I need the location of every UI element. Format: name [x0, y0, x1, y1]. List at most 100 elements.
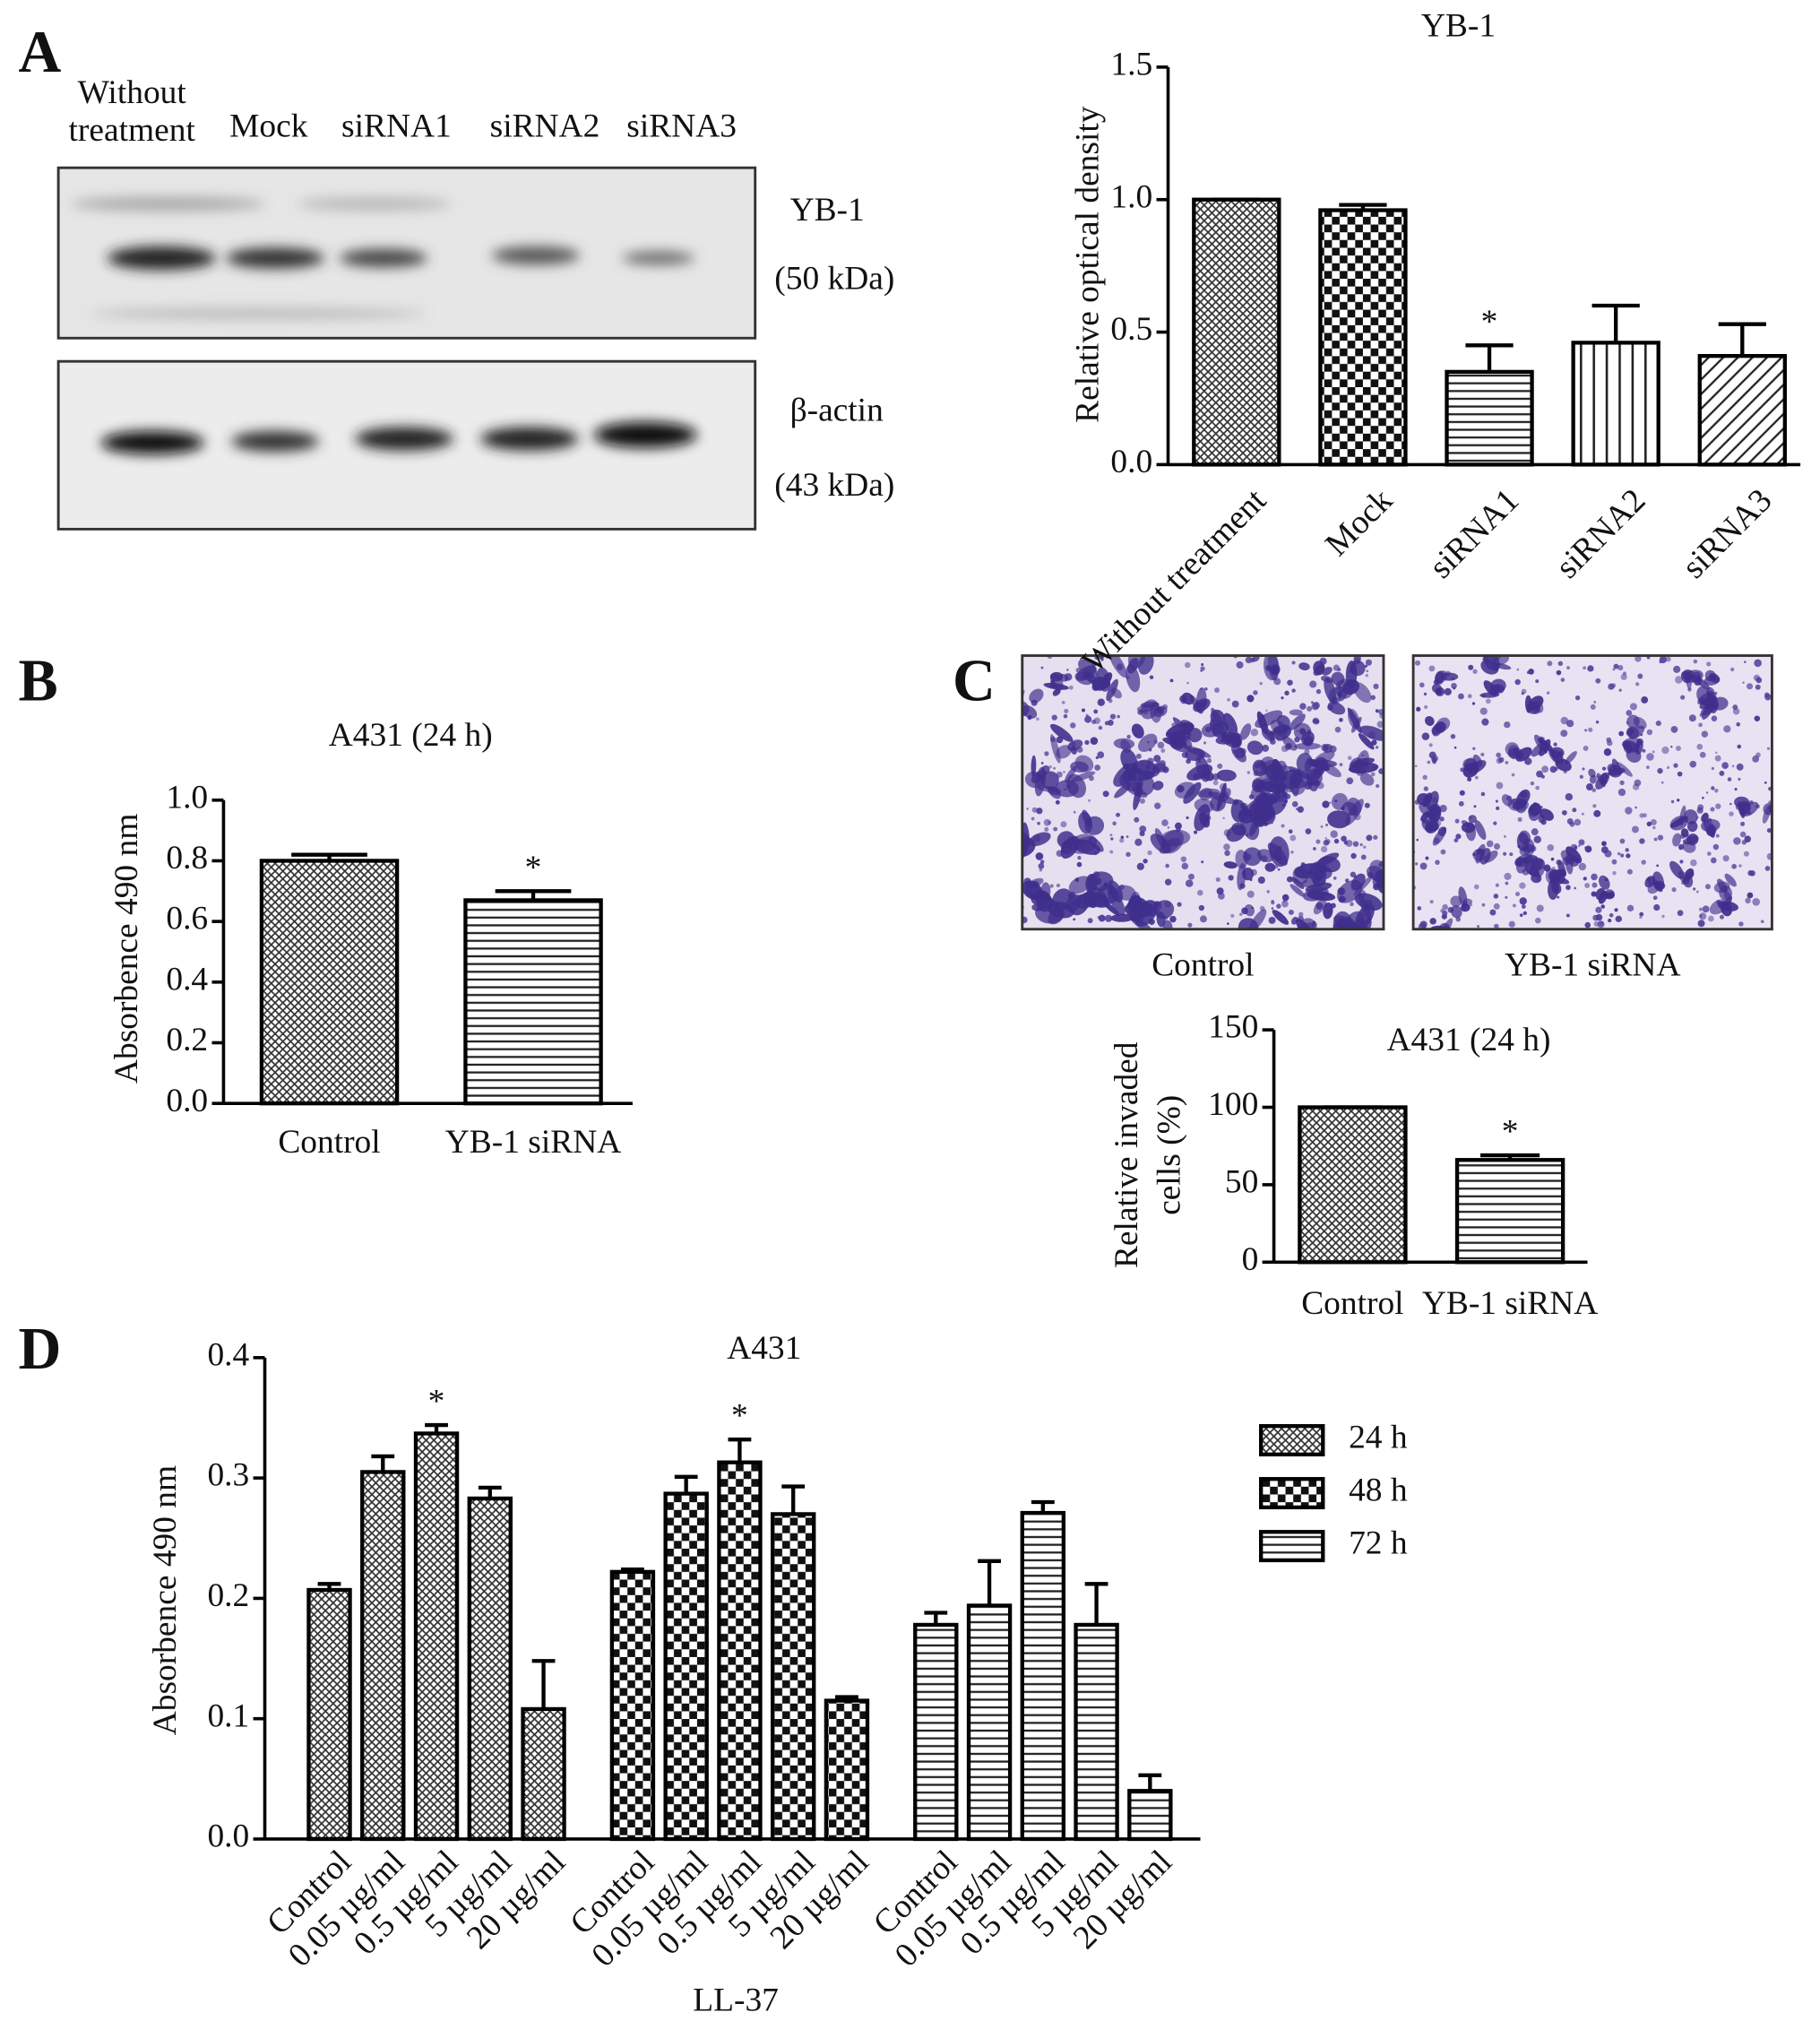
stain-dot [1313, 847, 1316, 851]
stain-dot [1489, 909, 1497, 916]
stain-cell [1267, 842, 1288, 866]
stain-cell [1268, 764, 1289, 788]
stain-dot [1601, 841, 1607, 847]
stain-dot [1601, 766, 1607, 771]
stain-dot [1595, 721, 1600, 724]
stain-dot [1734, 788, 1738, 791]
stain-dot [1625, 848, 1629, 852]
stain-dot [1625, 807, 1633, 815]
stain-cell [1345, 660, 1358, 689]
band-label: YB-1 [790, 192, 865, 229]
stain-dot [1603, 748, 1612, 756]
stain-dot [1063, 771, 1065, 773]
stain-dot [1431, 755, 1439, 762]
stain-dot [1632, 783, 1640, 790]
stain-dot [1631, 825, 1639, 833]
error-bar [978, 1559, 1001, 1606]
stain-dot [1116, 812, 1121, 817]
stain-dot [1591, 873, 1598, 881]
stain-dot [1364, 664, 1368, 668]
stain-dot [1290, 834, 1297, 842]
stain-dot [1508, 920, 1515, 928]
y-axis-label: cells (%) [1151, 1095, 1187, 1215]
stain-dot [1093, 709, 1099, 714]
significance-mark: * [428, 1384, 445, 1421]
stain-cell [1608, 764, 1623, 778]
stain-cell [1451, 905, 1462, 919]
stain-dot [1453, 746, 1457, 749]
stain-cell [1110, 913, 1134, 922]
stain-cell [1255, 790, 1267, 815]
stain-cell [1048, 908, 1065, 925]
stain-dot [1473, 884, 1479, 890]
stain-dot [1217, 763, 1223, 769]
stain-dot [1737, 744, 1742, 749]
stain-dot [1320, 845, 1328, 853]
stain-dot [1578, 839, 1585, 846]
stain-cell [1704, 675, 1721, 686]
stain-dot [1154, 802, 1161, 809]
stain-dot [1181, 862, 1189, 870]
stain-dot [1110, 837, 1114, 841]
stain-dot [1265, 709, 1268, 713]
bar [306, 1587, 352, 1842]
stain-dot [1579, 774, 1583, 779]
stain-dot [1214, 687, 1221, 693]
stain-dot [1365, 659, 1372, 666]
stain-cell [1260, 756, 1276, 772]
stain-dot [1731, 863, 1738, 869]
stain-dot [1375, 746, 1379, 749]
y-tick-label: 0.0 [166, 1083, 208, 1119]
y-tick-label: 0.0 [1110, 444, 1152, 480]
panel-letter: B [18, 648, 57, 713]
stain-cell [1071, 771, 1096, 782]
stain-cell [1252, 655, 1260, 662]
stain-dot [1429, 918, 1436, 925]
stain-dot [1334, 726, 1341, 733]
stain-dot [1688, 714, 1696, 722]
stain-cell [1031, 755, 1037, 777]
stain-cell [1353, 682, 1372, 704]
stain-dot [1084, 715, 1092, 723]
stain-dot [1215, 877, 1221, 882]
stain-dot [1109, 833, 1113, 837]
stain-dot [1495, 799, 1498, 803]
stain-dot [1646, 765, 1650, 769]
stain-dot [1566, 720, 1574, 728]
stain-dot [1458, 800, 1464, 807]
stain-dot [1655, 720, 1661, 727]
stain-cell [1155, 763, 1167, 773]
stain-dot [1333, 877, 1337, 880]
stain-dot [1597, 920, 1605, 928]
bar [1298, 1105, 1408, 1265]
stain-dot [1376, 721, 1384, 729]
stain-cell [1211, 707, 1225, 730]
stain-dot [1512, 903, 1516, 908]
stain-cell [1359, 773, 1375, 786]
stain-cell [1296, 752, 1313, 773]
stain-dot [1618, 688, 1622, 692]
stain-dot [1595, 678, 1601, 684]
stain-dot [1738, 921, 1744, 927]
stain-dot [1216, 887, 1224, 895]
stain-cell [1235, 850, 1248, 869]
stain-cell [1135, 775, 1155, 796]
stain-dot [1439, 804, 1447, 813]
stain-dot [1657, 834, 1664, 841]
stain-dot [1486, 840, 1494, 848]
stain-dot [1246, 890, 1255, 898]
chart-title: A431 [727, 1330, 801, 1367]
stain-dot [1626, 853, 1631, 859]
stain-dot [1126, 851, 1131, 858]
stain-cell [1566, 846, 1583, 864]
stain-dot [1061, 700, 1065, 704]
stain-dot [1705, 791, 1709, 794]
stain-dot [1305, 828, 1312, 834]
stain-dot [1459, 790, 1465, 796]
stain-cell [1264, 862, 1276, 872]
stain-dot [1607, 739, 1613, 747]
stain-cell [1524, 695, 1532, 713]
stain-dot [1609, 912, 1614, 918]
stain-dot [1039, 868, 1043, 872]
